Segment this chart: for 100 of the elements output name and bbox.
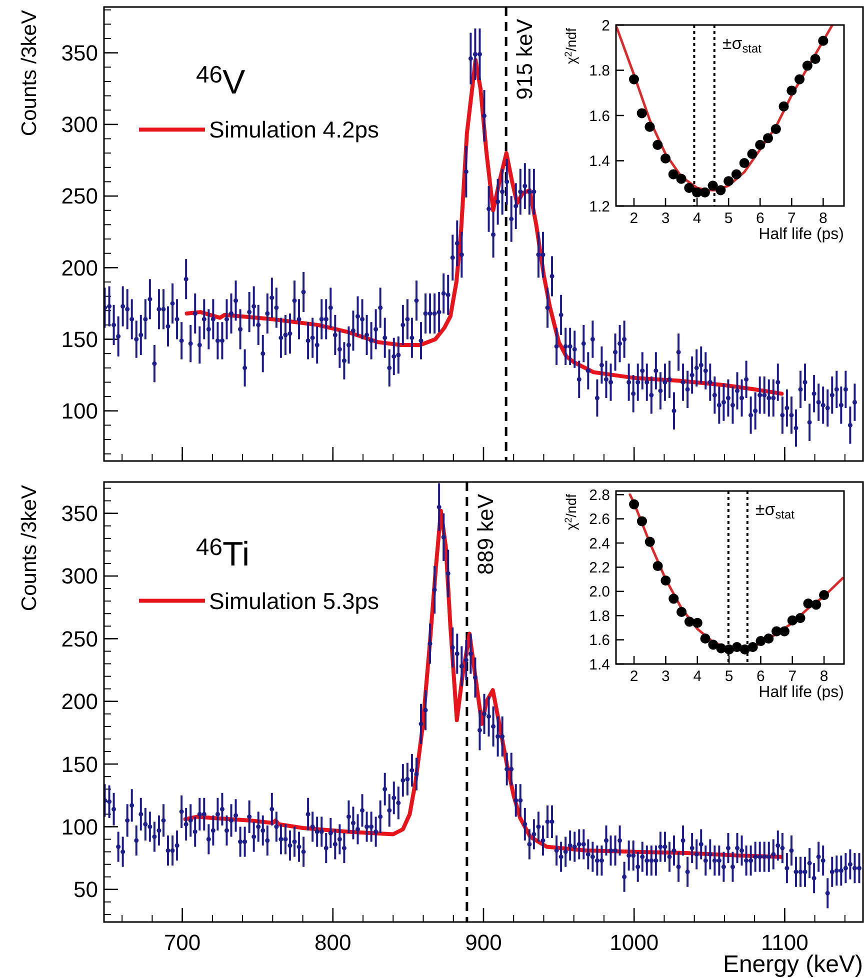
- point: [764, 634, 774, 644]
- x-tick-label: 2: [630, 668, 638, 685]
- point: [644, 536, 655, 547]
- y-tick-label: 2.6: [589, 511, 610, 528]
- y-tick-label: 200: [61, 255, 98, 280]
- y-tick-label: 350: [61, 501, 98, 526]
- y-tick-label: 1.2: [589, 198, 610, 216]
- x-tick-label: 5: [724, 668, 734, 685]
- y-tick-label: 150: [61, 326, 98, 352]
- annotation: ±σ$_{stat}$: [722, 34, 762, 56]
- point: [740, 644, 750, 655]
- y-tick-label: 1.6: [589, 108, 610, 125]
- y-tick-label: 200: [61, 689, 98, 714]
- y-tick-label: 300: [61, 112, 98, 138]
- point: [748, 642, 758, 652]
- y-tick-label: 1.8: [589, 608, 610, 625]
- point: [700, 187, 710, 198]
- x-tick-label: 5: [724, 210, 733, 227]
- point: [731, 169, 742, 180]
- x-tick-label: 900: [465, 930, 502, 955]
- point: [778, 101, 789, 112]
- x-tick-label: 4: [692, 210, 702, 227]
- y-tick-label: 350: [61, 40, 98, 66]
- x-axis-title: Half life (ps): [758, 684, 844, 701]
- point: [794, 74, 805, 84]
- x-tick-label: 3: [662, 668, 670, 685]
- y-tick-label: 1.4: [589, 656, 610, 674]
- y-tick-label: 1.6: [589, 632, 610, 650]
- point: [652, 560, 663, 572]
- x-tick-label: 7: [788, 668, 797, 685]
- y-tick-label: 1.4: [589, 153, 610, 170]
- point: [692, 618, 702, 628]
- point: [660, 153, 671, 164]
- point: [644, 122, 655, 132]
- point: [676, 606, 687, 618]
- annotation: $^{46}$Ti: [196, 534, 250, 574]
- x-tick-label: 1000: [610, 930, 659, 955]
- legend-label: Simulation 4.2ps: [209, 116, 380, 143]
- point: [818, 36, 828, 46]
- point: [700, 634, 710, 644]
- y-tick-label: 1.8: [589, 62, 610, 80]
- point: [676, 174, 686, 184]
- y-tick-label: 50: [74, 877, 98, 902]
- point: [636, 516, 648, 526]
- y-tick-label: 100: [61, 814, 98, 840]
- point: [811, 600, 822, 610]
- point: [732, 642, 742, 652]
- point: [668, 594, 679, 604]
- x-tick-label: 6: [756, 668, 765, 685]
- legend-label: Simulation 5.3ps: [209, 588, 380, 614]
- y-tick-label: 2.2: [589, 559, 610, 576]
- x-axis-title: Half life (ps): [758, 226, 844, 243]
- x-tick-label: 8: [819, 210, 828, 227]
- y-tick-label: 300: [61, 564, 98, 589]
- point: [628, 74, 640, 84]
- point: [739, 158, 750, 168]
- y-tick-label: 2.8: [589, 486, 610, 504]
- point: [708, 180, 718, 191]
- y-axis-title: Counts /3keV: [18, 485, 41, 612]
- point: [629, 499, 640, 510]
- point: [779, 626, 790, 636]
- ref-line-label: 915 keV: [512, 18, 538, 100]
- annotation: $^{46}$V: [196, 62, 246, 102]
- point: [708, 640, 718, 650]
- x-tick-label: 8: [820, 668, 828, 685]
- point: [802, 60, 812, 71]
- point: [724, 176, 734, 186]
- y-tick-label: 100: [61, 398, 98, 424]
- y-tick-label: 2: [602, 17, 610, 34]
- point: [810, 54, 820, 64]
- y-tick-label: 250: [61, 184, 98, 209]
- y-axis-title: Counts /3keV: [18, 10, 41, 136]
- x-tick-label: 800: [314, 930, 352, 955]
- x-tick-label: 6: [756, 210, 764, 227]
- x-tick-label: 2: [630, 210, 638, 227]
- point: [755, 140, 766, 150]
- annotation: ±σ$_{stat}$: [755, 500, 796, 522]
- point: [747, 148, 758, 159]
- x-tick-label: 7: [787, 210, 796, 227]
- point: [724, 644, 734, 655]
- y-tick-label: 150: [61, 752, 98, 777]
- point: [684, 182, 694, 193]
- point: [770, 124, 781, 134]
- point: [660, 575, 671, 586]
- point: [787, 615, 798, 626]
- point: [652, 140, 663, 150]
- y-tick-label: 2.4: [589, 535, 610, 552]
- y-tick-label: 2.0: [589, 584, 610, 601]
- point: [795, 612, 806, 624]
- y-tick-label: 250: [61, 626, 98, 652]
- ref-line-label: 889 keV: [472, 494, 498, 575]
- point: [786, 86, 797, 96]
- point: [819, 590, 830, 600]
- x-tick-label: 3: [661, 210, 670, 227]
- point: [762, 133, 774, 144]
- point: [716, 185, 726, 196]
- point: [636, 108, 647, 118]
- x-tick-label: 4: [693, 668, 702, 685]
- x-tick-label: 700: [164, 930, 201, 955]
- point: [668, 169, 678, 180]
